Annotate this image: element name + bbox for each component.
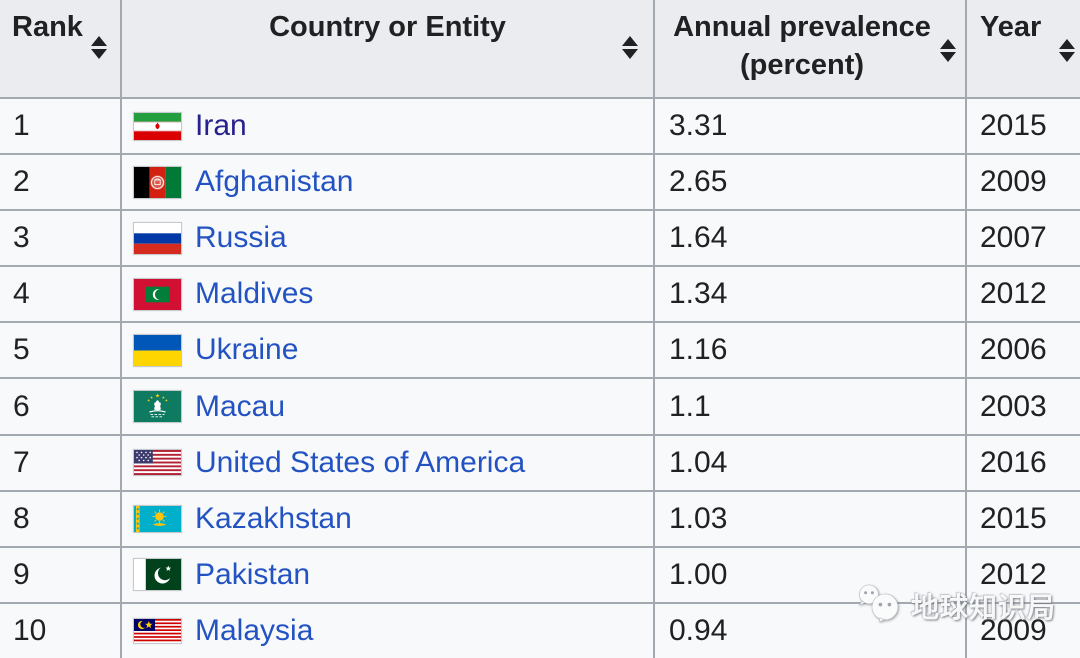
year-cell: 2006 bbox=[965, 321, 1080, 380]
prevalence-cell: 1.1 bbox=[653, 377, 967, 436]
rank-cell: 10 bbox=[0, 601, 122, 658]
column-header-country[interactable]: Country or Entity bbox=[120, 0, 655, 99]
table-row: 6 Macau 1.1 2003 bbox=[0, 377, 1080, 436]
year-cell: 2009 bbox=[965, 601, 1080, 658]
year-cell: 2009 bbox=[965, 153, 1080, 212]
country-link[interactable]: Iran bbox=[195, 109, 247, 143]
ukraine-flag-icon bbox=[133, 333, 182, 367]
table-row: 5 Ukraine 1.16 2006 bbox=[0, 321, 1080, 380]
table-row: 7 United States of America 1.04 2016 bbox=[0, 433, 1080, 492]
column-header-year-label: Year bbox=[980, 11, 1042, 43]
country-link[interactable]: Afghanistan bbox=[195, 165, 354, 199]
rank-cell: 3 bbox=[0, 209, 122, 268]
column-header-prevalence-label: Annual prevalence (percent) bbox=[673, 11, 931, 81]
year-cell: 2007 bbox=[965, 209, 1080, 268]
table-row: 1 Iran 3.31 2015 bbox=[0, 96, 1080, 156]
sort-icon[interactable] bbox=[622, 36, 638, 59]
prevalence-cell: 1.00 bbox=[653, 545, 967, 604]
prevalence-cell: 1.04 bbox=[653, 433, 967, 492]
iran-flag-icon bbox=[133, 111, 182, 141]
table-row: 10 Malaysia 0.94 2009 bbox=[0, 601, 1080, 658]
country-link[interactable]: Macau bbox=[195, 389, 286, 423]
rank-cell: 9 bbox=[0, 545, 122, 604]
malaysia-flag-icon bbox=[133, 617, 182, 644]
table-row: 9 Pakistan 1.00 2012 bbox=[0, 545, 1080, 604]
year-cell: 2012 bbox=[965, 265, 1080, 324]
sort-icon[interactable] bbox=[940, 39, 956, 62]
prevalence-cell: 1.03 bbox=[653, 489, 967, 548]
maldives-flag-icon bbox=[133, 277, 182, 311]
country-link[interactable]: Kazakhstan bbox=[195, 501, 352, 535]
year-cell: 2012 bbox=[965, 545, 1080, 604]
year-cell: 2015 bbox=[965, 489, 1080, 548]
country-link[interactable]: Russia bbox=[195, 221, 287, 255]
country-link[interactable]: Ukraine bbox=[195, 333, 299, 367]
rank-cell: 6 bbox=[0, 377, 122, 436]
russia-flag-icon bbox=[133, 221, 182, 255]
table-row: 2 Afghanistan 2.65 2009 bbox=[0, 153, 1080, 212]
sort-icon[interactable] bbox=[1059, 39, 1075, 62]
rank-cell: 8 bbox=[0, 489, 122, 548]
table-row: 3 Russia 1.64 2007 bbox=[0, 209, 1080, 268]
rank-cell: 5 bbox=[0, 321, 122, 380]
rank-cell: 1 bbox=[0, 96, 122, 156]
year-cell: 2015 bbox=[965, 96, 1080, 156]
rank-cell: 2 bbox=[0, 153, 122, 212]
rank-cell: 4 bbox=[0, 265, 122, 324]
prevalence-cell: 0.94 bbox=[653, 601, 967, 658]
prevalence-cell: 3.31 bbox=[653, 96, 967, 156]
year-cell: 2016 bbox=[965, 433, 1080, 492]
prevalence-cell: 1.16 bbox=[653, 321, 967, 380]
table-row: 8 Kazakhstan 1.03 2015 bbox=[0, 489, 1080, 548]
country-link[interactable]: Pakistan bbox=[195, 557, 311, 591]
country-link[interactable]: Malaysia bbox=[195, 613, 314, 647]
pakistan-flag-icon bbox=[133, 558, 182, 592]
table-header: Rank Country or Entity Annual prevalence… bbox=[0, 0, 1080, 99]
table-row: 4 Maldives 1.34 2012 bbox=[0, 265, 1080, 324]
table-body: 1 Iran 3.31 2015 2 Afghanistan 2.65 2009… bbox=[0, 96, 1080, 658]
prevalence-cell: 2.65 bbox=[653, 153, 967, 212]
prevalence-cell: 1.64 bbox=[653, 209, 967, 268]
usa-flag-icon bbox=[133, 449, 182, 477]
rank-cell: 7 bbox=[0, 433, 122, 492]
column-header-rank[interactable]: Rank bbox=[0, 0, 122, 99]
sort-icon[interactable] bbox=[91, 36, 107, 59]
afghanistan-flag-icon bbox=[133, 165, 182, 199]
column-header-rank-label: Rank bbox=[12, 11, 83, 43]
column-header-year[interactable]: Year bbox=[965, 0, 1080, 99]
prevalence-cell: 1.34 bbox=[653, 265, 967, 324]
kazakhstan-flag-icon bbox=[133, 504, 182, 533]
country-link[interactable]: United States of America bbox=[195, 445, 526, 479]
country-link[interactable]: Maldives bbox=[195, 277, 314, 311]
column-header-country-label: Country or Entity bbox=[269, 11, 506, 43]
macau-flag-icon bbox=[133, 390, 182, 424]
year-cell: 2003 bbox=[965, 377, 1080, 436]
column-header-prevalence[interactable]: Annual prevalence (percent) bbox=[653, 0, 967, 99]
